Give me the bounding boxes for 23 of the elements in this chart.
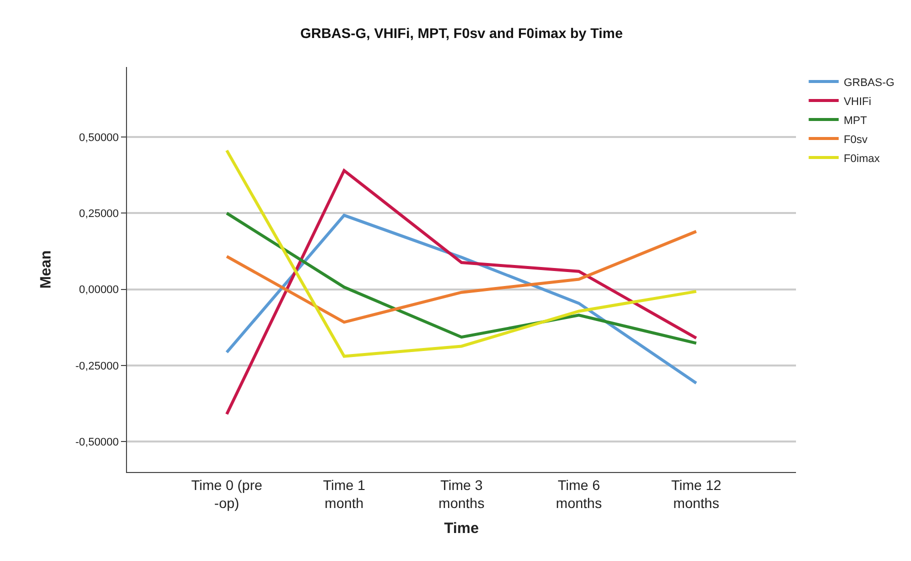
y-tick-label: 0,50000 [79,132,119,144]
legend-label: VHIFi [844,96,872,108]
y-tick-label: -0,25000 [75,360,119,372]
line-series [225,214,698,385]
line-series [225,212,698,345]
y-tick-label: -0,50000 [75,436,119,448]
x-tick-label: Time 12 months [671,476,722,511]
y-tick-label: 0,00000 [79,284,119,296]
x-tick-label: Time 6 months [556,476,602,511]
line-series [225,230,698,324]
legend-label: F0sv [844,134,868,146]
x-tick-label: Time 3 months [438,476,484,511]
x-axis-title: Time [444,520,479,537]
line-series [225,169,698,416]
y-tick-label: 0,25000 [79,208,119,220]
legend-label: GRBAS-G [844,76,894,89]
y-axis-title: Mean [38,250,55,289]
legend-label: F0imax [844,152,880,165]
x-tick-label: Time 1 month [322,476,366,511]
line-series [225,148,698,358]
legend-label: MPT [844,114,868,127]
chart-title: GRBAS-G, VHIFi, MPT, F0sv and F0imax by Time [300,24,624,41]
x-tick-label: Time 0 (pre -op) [191,476,262,511]
